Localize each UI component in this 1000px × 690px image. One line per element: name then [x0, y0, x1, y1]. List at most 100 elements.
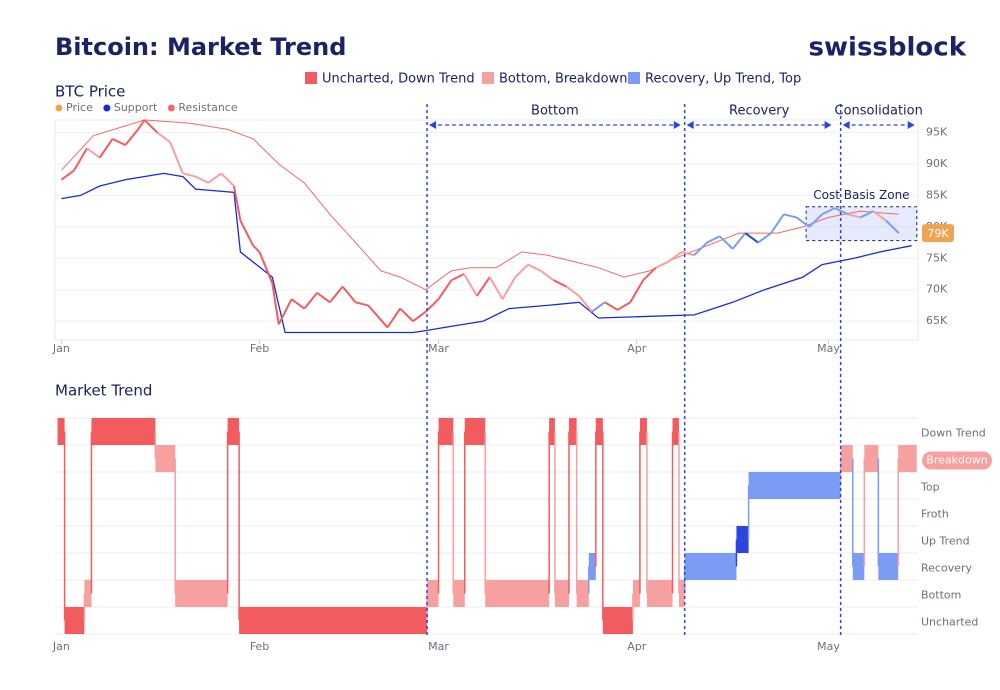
regime — [588, 553, 596, 580]
regime — [453, 580, 465, 607]
regime — [554, 580, 569, 607]
regime — [898, 445, 917, 472]
price-segment — [207, 172, 222, 184]
period-label: Consolidation — [835, 104, 923, 119]
price-segment — [604, 301, 619, 311]
x-tick-label: Mar — [428, 640, 449, 653]
price-segment — [681, 251, 695, 257]
series-dot — [55, 104, 63, 112]
price-segment — [252, 245, 261, 253]
price-segment — [770, 213, 785, 234]
price-segment — [463, 273, 478, 297]
price-segment — [258, 251, 274, 284]
price-segment — [169, 141, 184, 174]
regime — [464, 418, 486, 445]
legend-label: Bottom, Breakdown — [499, 72, 628, 87]
price-segment — [834, 207, 849, 216]
price-segment — [98, 138, 114, 159]
y-tick-label: 65K — [926, 314, 948, 327]
y-tick-label: 90K — [926, 157, 948, 170]
price-segment — [553, 279, 567, 288]
level-label: Breakdown — [926, 454, 987, 467]
legend-label: Uncharted, Down Trend — [322, 72, 475, 87]
regime — [736, 526, 749, 553]
y-tick-label: 70K — [926, 283, 948, 296]
level-label: Recovery — [921, 562, 972, 575]
legend-swatch — [628, 72, 640, 84]
period-label: Recovery — [729, 104, 790, 119]
price-segment — [329, 285, 344, 303]
price-segment — [233, 185, 242, 221]
series-label: Resistance — [178, 101, 238, 114]
cost-basis-label: Cost Basis Zone — [813, 188, 909, 202]
price-segment — [514, 263, 529, 278]
price-segment — [412, 310, 427, 322]
price-segment — [182, 172, 196, 178]
price-segment — [271, 283, 280, 325]
regime — [576, 580, 589, 607]
x-tick-label: Feb — [250, 640, 269, 653]
price-segment — [642, 267, 657, 281]
legend-swatch — [305, 72, 317, 84]
price-segment — [124, 128, 139, 146]
regime — [678, 580, 685, 607]
regime — [840, 445, 853, 472]
regime — [672, 418, 679, 445]
price-segment — [316, 292, 331, 304]
price-segment — [488, 276, 504, 300]
x-tick-label: Jan — [52, 342, 70, 355]
trend-title: Market Trend — [55, 382, 152, 400]
y-tick-label: 85K — [926, 188, 948, 201]
price-segment — [527, 263, 542, 272]
price-segment — [437, 279, 453, 300]
x-tick-label: May — [817, 342, 840, 355]
price-segment — [872, 210, 887, 222]
price-segment — [655, 260, 670, 269]
x-tick-label: Feb — [250, 342, 269, 355]
price-segment — [367, 304, 389, 329]
level-label: Bottom — [921, 589, 961, 602]
x-tick-label: May — [817, 640, 840, 653]
price-segment — [821, 207, 836, 216]
price-segment — [195, 175, 209, 184]
price-segment — [156, 131, 171, 143]
regime — [632, 580, 640, 607]
title: Bitcoin: Market Trend — [55, 33, 346, 61]
price-segment — [386, 308, 402, 328]
regime — [155, 445, 176, 472]
price-segment — [86, 147, 101, 159]
level-label: Uncharted — [921, 616, 978, 629]
level-label: Down Trend — [921, 427, 986, 440]
series-label: Price — [66, 101, 93, 114]
price-segment — [303, 292, 318, 310]
price-segment — [795, 216, 810, 228]
regime — [57, 418, 65, 445]
regime — [84, 580, 92, 607]
price-segment — [277, 298, 293, 325]
price-segment — [757, 232, 772, 244]
price-segment — [425, 298, 440, 313]
price-segment — [591, 301, 606, 313]
regime — [438, 418, 454, 445]
price-segment — [719, 235, 734, 250]
price-segment — [706, 235, 721, 244]
last-price-box — [922, 224, 954, 243]
price-segment — [847, 213, 861, 219]
regime — [91, 418, 156, 445]
x-tick-label: Jan — [52, 640, 70, 653]
regime — [239, 607, 428, 634]
regime — [595, 418, 603, 445]
cost-basis-zone — [805, 206, 918, 242]
price-segment — [629, 279, 644, 303]
price-segment — [565, 285, 580, 297]
regime — [684, 553, 737, 580]
price-segment — [668, 251, 683, 263]
regime — [602, 607, 633, 634]
price-segment — [137, 119, 146, 130]
regime — [878, 553, 899, 580]
regime — [549, 418, 555, 445]
price-segment — [501, 276, 517, 300]
x-tick-label: Apr — [627, 342, 647, 355]
y-tick-label: 75K — [926, 251, 948, 264]
